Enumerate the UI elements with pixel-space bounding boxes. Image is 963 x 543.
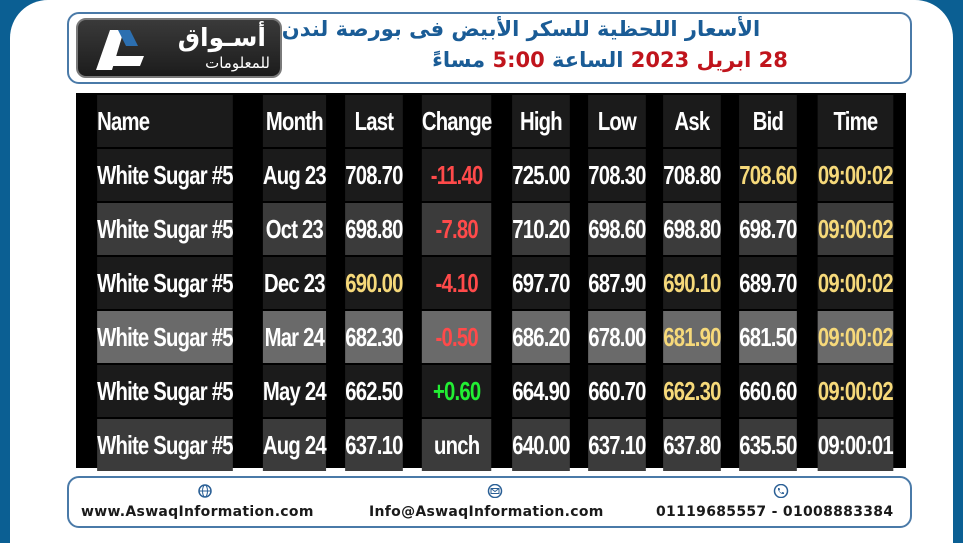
cell-bid: 681.50 [739, 311, 798, 363]
time-word: الساعة [552, 48, 624, 72]
column-header-change: Change [422, 95, 493, 147]
cell-month: Dec 23 [262, 257, 326, 309]
column-header-ask: Ask [663, 95, 722, 147]
cell-low: 708.30 [587, 149, 646, 201]
globe-icon [198, 484, 212, 498]
cell-time: 09:00:02 [817, 365, 894, 417]
logo-subtitle: للمعلومات [205, 54, 270, 72]
cell-low: 698.60 [587, 203, 646, 255]
cell-change: -7.80 [422, 203, 492, 255]
cell-high: 686.20 [511, 311, 570, 363]
column-header-name: Name [97, 95, 233, 147]
logo-mark-icon [96, 30, 144, 70]
date-year: 2023 [630, 48, 690, 72]
cell-name: White Sugar #5 [97, 257, 233, 309]
table-row: White Sugar #5 May 24 662.50 +0.60 664.9… [78, 365, 904, 417]
cell-change: -4.10 [422, 257, 492, 309]
column-header-bid: Bid [739, 95, 798, 147]
cell-ask: 637.80 [663, 419, 722, 471]
column-header-last: Last [344, 95, 403, 147]
cell-time: 09:00:02 [817, 311, 894, 363]
aswaq-logo: أسـواق للمعلومات [76, 18, 282, 78]
contact-footer: www.AswaqInformation.com Info@AswaqInfor… [67, 476, 912, 528]
column-header-high: High [511, 95, 570, 147]
time-suffix: مساءً [432, 48, 486, 72]
time-value: 5:00 [492, 48, 545, 72]
cell-last: 690.00 [344, 257, 403, 309]
cell-ask: 708.80 [663, 149, 722, 201]
cell-bid: 698.70 [739, 203, 798, 255]
quotes-table-container: Name Month Last Change High Low Ask Bid … [76, 93, 906, 471]
logo-arabic-text: أسـواق [177, 23, 266, 52]
table-row: White Sugar #5 Mar 24 682.30 -0.50 686.2… [78, 311, 904, 363]
cell-last: 682.30 [344, 311, 403, 363]
cell-change: -0.50 [422, 311, 492, 363]
cell-low: 678.00 [587, 311, 646, 363]
cell-change: unch [422, 419, 492, 471]
cell-time: 09:00:02 [817, 257, 894, 309]
column-header-time: Time [817, 95, 894, 147]
table-row: White Sugar #5 Oct 23 698.80 -7.80 710.2… [78, 203, 904, 255]
cell-high: 697.70 [511, 257, 570, 309]
table-header-row: Name Month Last Change High Low Ask Bid … [78, 95, 904, 147]
date-day-month: 28 ابريل [696, 48, 788, 72]
cell-name: White Sugar #5 [97, 203, 233, 255]
cell-ask: 662.30 [663, 365, 722, 417]
cell-last: 698.80 [344, 203, 403, 255]
table-row: White Sugar #5 Aug 24 637.10 unch 640.00… [78, 419, 904, 471]
cell-high: 725.00 [511, 149, 570, 201]
cell-name: White Sugar #5 [97, 419, 233, 471]
cell-month: Oct 23 [262, 203, 326, 255]
cell-last: 662.50 [344, 365, 403, 417]
email-icon [487, 484, 503, 498]
phone-numbers[interactable]: 01119685557 - 01008883384 [656, 504, 894, 520]
table-row: White Sugar #5 Dec 23 690.00 -4.10 697.7… [78, 257, 904, 309]
cell-month: Mar 24 [262, 311, 326, 363]
cell-high: 710.20 [511, 203, 570, 255]
cell-bid: 689.70 [739, 257, 798, 309]
cell-bid: 660.60 [739, 365, 798, 417]
cell-high: 664.90 [511, 365, 570, 417]
cell-bid: 635.50 [739, 419, 798, 471]
cell-change: +0.60 [422, 365, 492, 417]
cell-time: 09:00:02 [817, 149, 894, 201]
email-link[interactable]: Info@AswaqInformation.com [369, 504, 604, 520]
phone-icon [773, 484, 789, 498]
cell-bid: 708.60 [739, 149, 798, 201]
cell-high: 640.00 [511, 419, 570, 471]
cell-name: White Sugar #5 [97, 149, 233, 201]
cell-name: White Sugar #5 [97, 311, 233, 363]
cell-low: 660.70 [587, 365, 646, 417]
page-title: الأسعار اللحظية للسكر الأبيض فى بورصة لن… [281, 17, 761, 41]
cell-last: 637.10 [344, 419, 403, 471]
cell-month: Aug 24 [262, 419, 326, 471]
cell-change: -11.40 [422, 149, 492, 201]
quotes-table: Name Month Last Change High Low Ask Bid … [76, 93, 906, 473]
page-subtitle-datetime: 28 ابريل 2023 الساعة 5:00 مساءً [330, 48, 890, 72]
cell-month: Aug 23 [262, 149, 326, 201]
cell-ask: 698.80 [663, 203, 722, 255]
cell-ask: 681.90 [663, 311, 722, 363]
cell-month: May 24 [262, 365, 326, 417]
cell-last: 708.70 [344, 149, 403, 201]
column-header-low: Low [587, 95, 646, 147]
cell-ask: 690.10 [663, 257, 722, 309]
cell-name: White Sugar #5 [97, 365, 233, 417]
cell-time: 09:00:01 [817, 419, 894, 471]
cell-low: 637.10 [587, 419, 646, 471]
website-link[interactable]: www.AswaqInformation.com [81, 504, 314, 520]
column-header-month: Month [262, 95, 326, 147]
table-row: White Sugar #5 Aug 23 708.70 -11.40 725.… [78, 149, 904, 201]
cell-low: 687.90 [587, 257, 646, 309]
cell-time: 09:00:02 [817, 203, 894, 255]
